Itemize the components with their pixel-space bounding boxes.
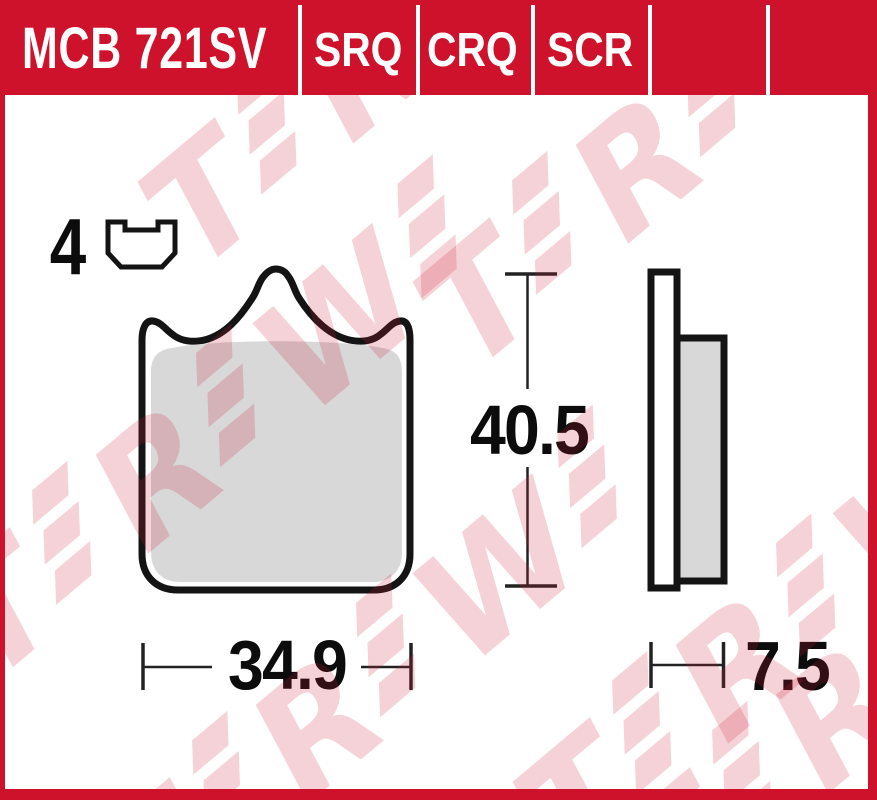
frame-border-bottom [0,789,877,800]
pad-friction-material [151,341,402,582]
frame-border-left [0,95,5,800]
code-label-srq: SRQ [314,24,403,77]
side-friction-material [673,334,728,585]
height-dimension-line [505,272,557,588]
side-backing-plate [647,268,681,592]
header-divider [531,5,535,95]
code-label-scr: SCR [547,24,634,77]
thickness-dimension-line [649,642,726,688]
quantity-label: 4 [49,202,87,291]
part-number-label: MCB 721SV [22,16,268,81]
width-dimension-label: 34.9 [228,626,348,704]
frame-border-right [868,95,877,800]
code-label-crq: CRQ [427,24,518,77]
height-dimension-label: 40.5 [470,391,590,469]
header-divider [416,5,420,95]
header-divider [298,5,302,95]
header-divider [766,5,770,95]
brake-pad-quantity-icon [105,219,178,270]
thickness-dimension-label: 7.5 [744,627,831,705]
header-divider [648,5,652,95]
width-dimension-line [141,643,413,690]
header-bar: MCB 721SV SRQ CRQ SCR [0,0,877,95]
